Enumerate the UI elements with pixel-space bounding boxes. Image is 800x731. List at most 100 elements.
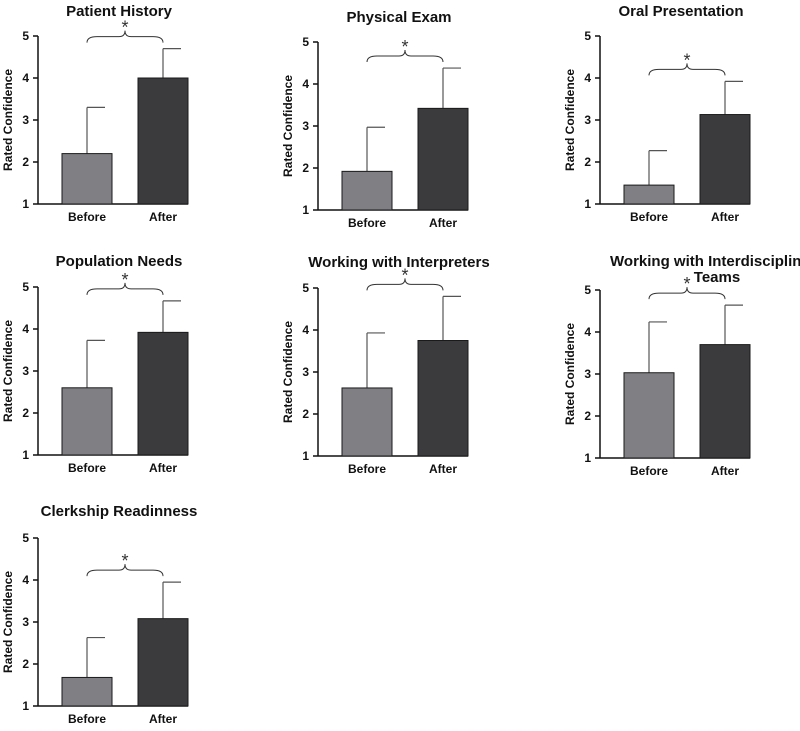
bar-after (137, 77, 189, 205)
significance-marker: * (121, 270, 128, 290)
bar-before (623, 372, 675, 459)
x-category-label: After (149, 210, 177, 224)
x-category-label: Before (68, 712, 106, 726)
y-tick-label: 1 (584, 197, 591, 211)
y-tick-label: 1 (584, 451, 591, 465)
x-category-label: Before (348, 462, 386, 476)
chart-title: Clerkship Readinness (41, 503, 198, 520)
y-tick-label: 5 (302, 281, 309, 295)
significance-marker: * (683, 274, 690, 294)
bar-before (61, 153, 113, 205)
x-category-label: Before (630, 210, 668, 224)
bar-after (137, 618, 189, 707)
bar-before (341, 170, 393, 211)
chart-title: Working with Interpreters (308, 254, 489, 271)
y-axis-title: Rated Confidence (1, 69, 15, 171)
y-tick-label: 2 (302, 407, 309, 421)
y-axis-title: Rated Confidence (563, 323, 577, 425)
chart-panel: Physical Exam Rated Confidence 1 2 3 4 5 Before… (281, 9, 469, 230)
y-tick-label: 1 (302, 449, 309, 463)
significance-bracket (648, 63, 726, 76)
y-tick-label: 1 (22, 699, 29, 713)
y-tick-label: 3 (22, 364, 29, 378)
bar-after (137, 331, 189, 456)
bar-before (341, 387, 393, 457)
y-tick-label: 4 (302, 77, 309, 91)
chart-panel: Population Needs Rated Confidence 1 2 3 4 5 Bef… (1, 253, 189, 475)
significance-bracket (366, 278, 444, 291)
chart-panel: Patient History Rated Confidence 1 2 3 4 5 Befo… (1, 3, 189, 224)
y-tick-label: 4 (302, 323, 309, 337)
chart-title: Oral Presentation (618, 3, 743, 20)
y-tick-label: 4 (22, 322, 29, 336)
bar-after (699, 344, 751, 459)
bar-after (699, 114, 751, 205)
y-tick-label: 2 (584, 155, 591, 169)
y-tick-label: 5 (22, 29, 29, 43)
y-tick-label: 2 (22, 406, 29, 420)
significance-marker: * (121, 18, 128, 38)
chart-title-line: Working with Interdisciplinary (610, 253, 800, 270)
bar-before (623, 184, 675, 205)
y-tick-label: 1 (22, 448, 29, 462)
y-tick-label: 3 (22, 615, 29, 629)
bar-before (61, 387, 113, 456)
chart-panel: Oral Presentation Rated Confidence 1 2 3 4 5 Be… (563, 3, 751, 224)
y-tick-label: 5 (584, 283, 591, 297)
significance-bracket (86, 282, 164, 295)
chart-panel: Working with Interpreters Rated Confidenc… (281, 254, 490, 476)
y-axis-title: Rated Confidence (1, 571, 15, 673)
chart-title: Population Needs (56, 253, 183, 270)
x-category-label: After (711, 464, 739, 478)
y-tick-label: 4 (584, 71, 591, 85)
x-category-label: After (711, 210, 739, 224)
y-tick-label: 2 (584, 409, 591, 423)
x-category-label: Before (68, 461, 106, 475)
bar-after (417, 340, 469, 457)
y-axis-title: Rated Confidence (563, 69, 577, 171)
x-category-label: After (429, 462, 457, 476)
y-axis-title: Rated Confidence (281, 75, 295, 177)
y-tick-label: 3 (302, 365, 309, 379)
bar-before (61, 676, 113, 707)
y-tick-label: 5 (22, 531, 29, 545)
significance-marker: * (121, 551, 128, 571)
y-tick-label: 1 (302, 203, 309, 217)
y-tick-label: 5 (584, 29, 591, 43)
x-category-label: After (149, 712, 177, 726)
x-category-label: Before (630, 464, 668, 478)
chart-title: Physical Exam (346, 9, 451, 26)
y-tick-label: 5 (22, 280, 29, 294)
significance-bracket (86, 30, 164, 43)
significance-marker: * (401, 265, 408, 285)
significance-marker: * (401, 37, 408, 57)
x-category-label: Before (68, 210, 106, 224)
significance-marker: * (683, 50, 690, 70)
y-tick-label: 3 (22, 113, 29, 127)
y-axis-title: Rated Confidence (1, 320, 15, 422)
bar-after (417, 107, 469, 211)
x-category-label: After (149, 461, 177, 475)
significance-bracket (648, 287, 726, 300)
x-category-label: After (429, 216, 457, 230)
y-tick-label: 3 (584, 367, 591, 381)
chart-panel: Clerkship Readinness Rated Confidence 1 2 3 4… (1, 503, 197, 726)
y-tick-label: 2 (302, 161, 309, 175)
y-tick-label: 2 (22, 155, 29, 169)
y-axis-title: Rated Confidence (281, 321, 295, 423)
y-tick-label: 4 (22, 573, 29, 587)
y-tick-label: 5 (302, 35, 309, 49)
y-tick-label: 3 (302, 119, 309, 133)
chart-title: Working with InterdisciplinaryTeams (610, 253, 800, 286)
chart-panel: Working with InterdisciplinaryTeams Rated… (563, 253, 800, 478)
y-tick-label: 1 (22, 197, 29, 211)
x-category-label: Before (348, 216, 386, 230)
y-tick-label: 4 (584, 325, 591, 339)
significance-bracket (86, 564, 164, 577)
y-tick-label: 2 (22, 657, 29, 671)
chart-title-line: Teams (694, 269, 740, 286)
y-tick-label: 4 (22, 71, 29, 85)
significance-bracket (366, 50, 444, 63)
y-tick-label: 3 (584, 113, 591, 127)
